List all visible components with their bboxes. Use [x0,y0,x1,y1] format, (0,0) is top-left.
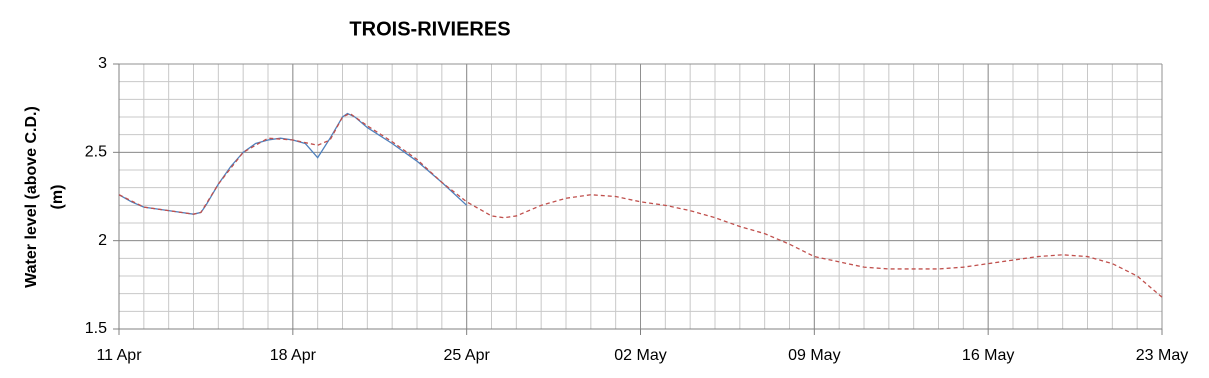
x-tick-label: 23 May [1136,347,1188,364]
x-tick-label: 18 Apr [270,347,317,364]
x-tick-label: 25 Apr [444,347,491,364]
x-tick-label: 02 May [614,347,666,364]
x-tick-label: 09 May [788,347,840,364]
y-tick-label: 3 [98,55,107,72]
y-axis-label: (m) [49,185,66,210]
x-tick-label: 16 May [962,347,1014,364]
chart-title: TROIS-RIVIERES [349,18,510,40]
y-tick-label: 2 [98,232,107,249]
data-line [118,112,1163,298]
x-tick-label: 11 Apr [96,347,142,364]
y-tick-label: 2.5 [85,144,107,161]
y-axis-label: Water level (above C.D.) [23,106,40,288]
y-tick-label: 1.5 [85,320,107,337]
